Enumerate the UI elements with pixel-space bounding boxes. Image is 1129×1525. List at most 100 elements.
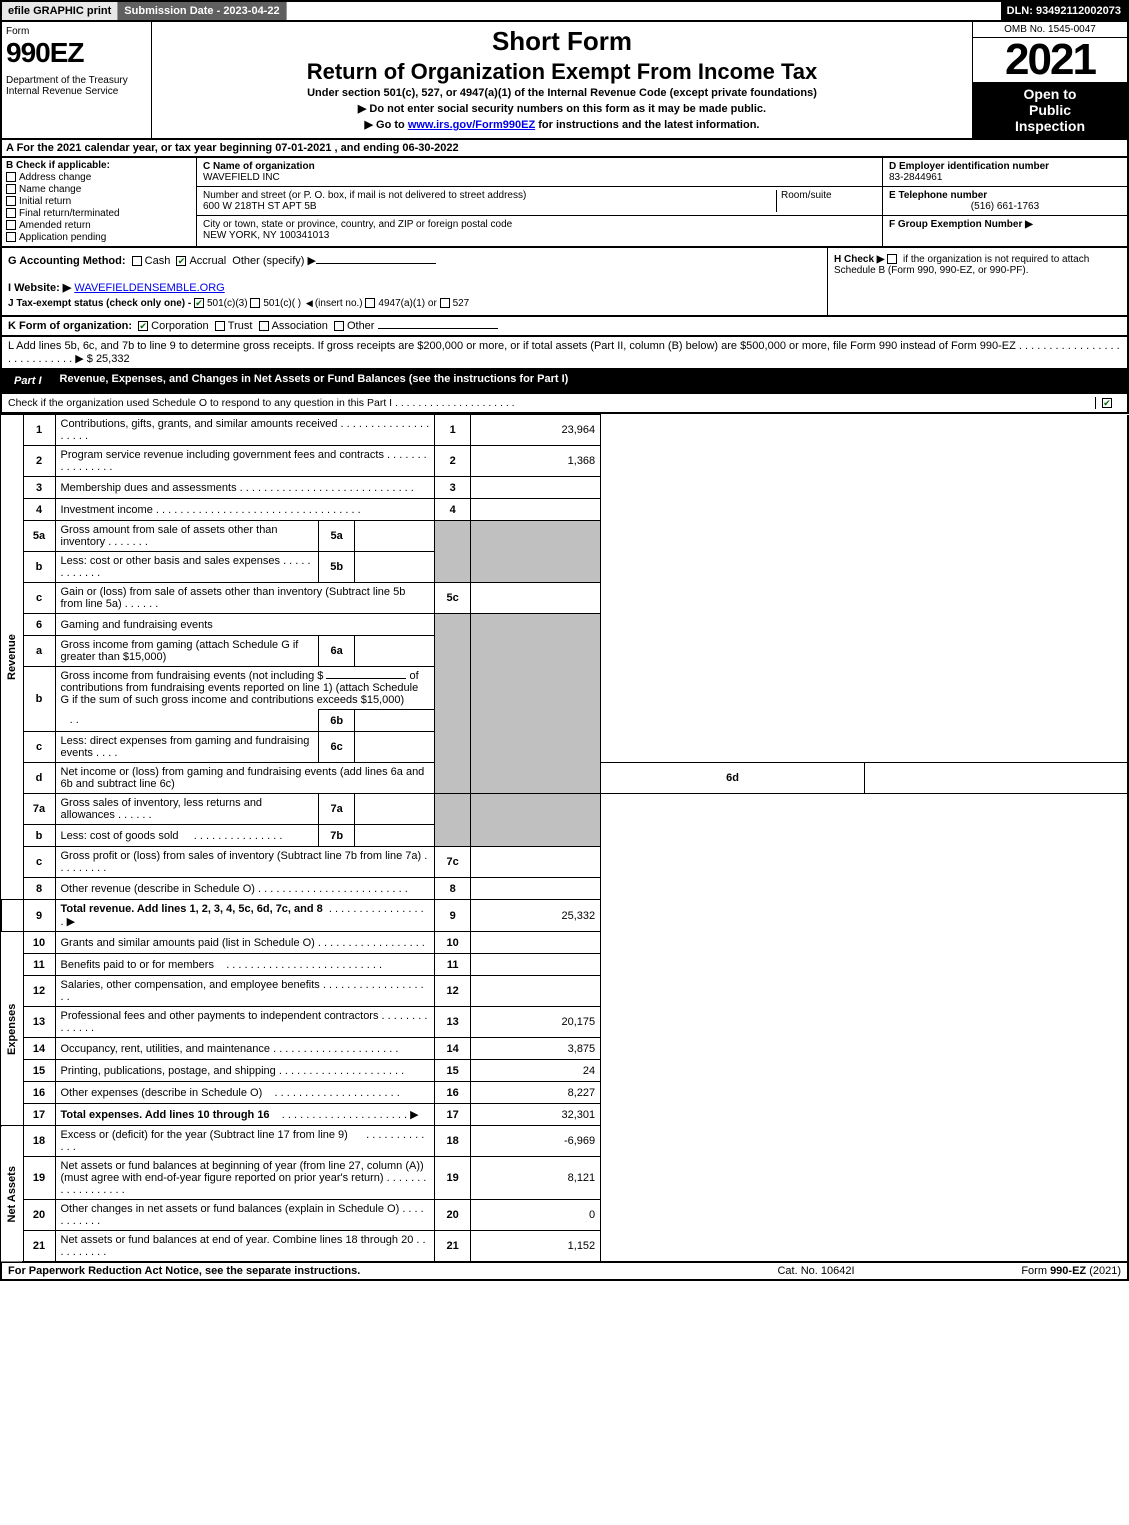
cb-accrual[interactable] xyxy=(176,256,186,266)
footer-left: For Paperwork Reduction Act Notice, see … xyxy=(8,1265,691,1277)
open-2: Public xyxy=(977,102,1123,118)
form-header-left: Form 990EZ Department of the Treasury In… xyxy=(2,22,152,138)
cb-4947[interactable] xyxy=(365,298,375,308)
c-name-label: C Name of organization xyxy=(203,161,315,172)
street-row: Number and street (or P. O. box, if mail… xyxy=(197,187,882,216)
open-1: Open to xyxy=(977,86,1123,102)
directive-2: ▶ Go to www.irs.gov/Form990EZ for instru… xyxy=(156,118,968,131)
line-10: Expenses 10Grants and similar amounts pa… xyxy=(1,932,1128,954)
cb-amended-return[interactable]: Amended return xyxy=(6,220,192,231)
c-street-value: 600 W 218TH ST APT 5B xyxy=(203,201,317,212)
line-9: 9Total revenue. Add lines 1, 2, 3, 4, 5c… xyxy=(1,900,1128,932)
open-3: Inspection xyxy=(977,118,1123,134)
directive-2-pre: ▶ Go to xyxy=(365,119,408,131)
line-5a: 5aGross amount from sale of assets other… xyxy=(1,521,1128,552)
part-1-title: Revenue, Expenses, and Changes in Net As… xyxy=(60,373,569,389)
section-l: L Add lines 5b, 6c, and 7b to line 9 to … xyxy=(0,337,1129,370)
dept-label: Department of the Treasury xyxy=(6,75,147,86)
irs-link[interactable]: www.irs.gov/Form990EZ xyxy=(408,119,535,131)
f-label: F Group Exemption Number ▶ xyxy=(889,219,1033,230)
page-footer: For Paperwork Reduction Act Notice, see … xyxy=(0,1263,1129,1281)
return-title: Return of Organization Exempt From Incom… xyxy=(156,59,968,85)
cb-corporation[interactable] xyxy=(138,321,148,331)
line-19: 19Net assets or fund balances at beginni… xyxy=(1,1157,1128,1200)
line-13: 13Professional fees and other payments t… xyxy=(1,1007,1128,1038)
c-city-label: City or town, state or province, country… xyxy=(203,219,512,230)
c-street-label: Number and street (or P. O. box, if mail… xyxy=(203,190,526,201)
part-1-check-row: Check if the organization used Schedule … xyxy=(0,394,1129,414)
short-form-title: Short Form xyxy=(156,26,968,57)
k-label: K Form of organization: xyxy=(8,320,132,332)
submission-date-button[interactable]: Submission Date - 2023-04-22 xyxy=(118,2,286,20)
open-public: Open to Public Inspection xyxy=(973,82,1127,138)
website-link[interactable]: WAVEFIELDENSEMBLE.ORG xyxy=(74,282,224,294)
line-16: 16Other expenses (describe in Schedule O… xyxy=(1,1082,1128,1104)
l-value: $ 25,332 xyxy=(87,353,130,365)
e-value: (516) 661-1763 xyxy=(889,201,1121,212)
line-20: 20Other changes in net assets or fund ba… xyxy=(1,1200,1128,1231)
line-14: 14Occupancy, rent, utilities, and mainte… xyxy=(1,1038,1128,1060)
part-1-table: Revenue 1Contributions, gifts, grants, a… xyxy=(0,414,1129,1263)
h-label: H Check ▶ xyxy=(834,254,884,265)
line-7c: cGross profit or (loss) from sales of in… xyxy=(1,847,1128,878)
col-c: C Name of organization WAVEFIELD INC Num… xyxy=(197,158,882,246)
l-text: L Add lines 5b, 6c, and 7b to line 9 to … xyxy=(8,340,1016,352)
directive-2-post: for instructions and the latest informat… xyxy=(535,119,759,131)
cb-501c[interactable] xyxy=(250,298,260,308)
line-6: 6Gaming and fundraising events xyxy=(1,614,1128,636)
side-expenses: Expenses xyxy=(1,932,23,1126)
cb-other-org[interactable] xyxy=(334,321,344,331)
cb-application-pending[interactable]: Application pending xyxy=(6,232,192,243)
other-org-field[interactable] xyxy=(378,328,498,329)
d-label: D Employer identification number xyxy=(889,161,1049,172)
cb-address-change[interactable]: Address change xyxy=(6,172,192,183)
cb-name-change[interactable]: Name change xyxy=(6,184,192,195)
cb-schedule-b[interactable] xyxy=(887,254,897,264)
cb-cash[interactable] xyxy=(132,256,142,266)
section-g: G Accounting Method: Cash Accrual Other … xyxy=(2,248,827,315)
directive-1: ▶ Do not enter social security numbers o… xyxy=(156,102,968,115)
form-header-right: OMB No. 1545-0047 2021 Open to Public In… xyxy=(972,22,1127,138)
org-name-row: C Name of organization WAVEFIELD INC xyxy=(197,158,882,187)
contrib-amount-field[interactable] xyxy=(326,678,406,679)
other-method-field[interactable] xyxy=(316,263,436,264)
cb-initial-return[interactable]: Initial return xyxy=(6,196,192,207)
cb-501c3[interactable] xyxy=(194,298,204,308)
line-12: 12Salaries, other compensation, and empl… xyxy=(1,976,1128,1007)
footer-right: Form 990-EZ (2021) xyxy=(941,1265,1121,1277)
e-label: E Telephone number xyxy=(889,190,987,201)
line-7a: 7aGross sales of inventory, less returns… xyxy=(1,794,1128,825)
footer-mid: Cat. No. 10642I xyxy=(691,1265,941,1277)
subtitle: Under section 501(c), 527, or 4947(a)(1)… xyxy=(156,87,968,99)
part-1-check-text: Check if the organization used Schedule … xyxy=(8,397,392,409)
part-1-header: Part I Revenue, Expenses, and Changes in… xyxy=(0,370,1129,394)
cb-association[interactable] xyxy=(259,321,269,331)
tax-year: 2021 xyxy=(973,38,1127,82)
i-label: I Website: ▶ xyxy=(8,282,71,294)
c-city-value: NEW YORK, NY 100341013 xyxy=(203,230,329,241)
line-1: Revenue 1Contributions, gifts, grants, a… xyxy=(1,415,1128,446)
cb-527[interactable] xyxy=(440,298,450,308)
cb-schedule-o-part1[interactable] xyxy=(1102,398,1112,408)
line-18: Net Assets 18Excess or (deficit) for the… xyxy=(1,1126,1128,1157)
phone-row: E Telephone number (516) 661-1763 xyxy=(883,187,1127,216)
section-gh: G Accounting Method: Cash Accrual Other … xyxy=(0,248,1129,317)
form-header: Form 990EZ Department of the Treasury In… xyxy=(0,22,1129,140)
form-header-center: Short Form Return of Organization Exempt… xyxy=(152,22,972,138)
line-2: 2Program service revenue including gover… xyxy=(1,446,1128,477)
part-1-tag: Part I xyxy=(10,373,52,389)
efile-print-button[interactable]: efile GRAPHIC print xyxy=(2,2,118,20)
cb-final-return[interactable]: Final return/terminated xyxy=(6,208,192,219)
b-label: B Check if applicable: xyxy=(6,160,192,171)
group-exemption-row: F Group Exemption Number ▶ xyxy=(883,216,1127,233)
col-b: B Check if applicable: Address change Na… xyxy=(2,158,197,246)
line-4: 4Investment income . . . . . . . . . . .… xyxy=(1,499,1128,521)
line-11: 11Benefits paid to or for members . . . … xyxy=(1,954,1128,976)
side-net-assets: Net Assets xyxy=(1,1126,23,1263)
info-grid: B Check if applicable: Address change Na… xyxy=(0,158,1129,248)
line-17: 17Total expenses. Add lines 10 through 1… xyxy=(1,1104,1128,1126)
cb-trust[interactable] xyxy=(215,321,225,331)
line-5c: cGain or (loss) from sale of assets othe… xyxy=(1,583,1128,614)
dln-label: DLN: 93492112002073 xyxy=(1001,2,1127,20)
section-a: A For the 2021 calendar year, or tax yea… xyxy=(0,140,1129,158)
